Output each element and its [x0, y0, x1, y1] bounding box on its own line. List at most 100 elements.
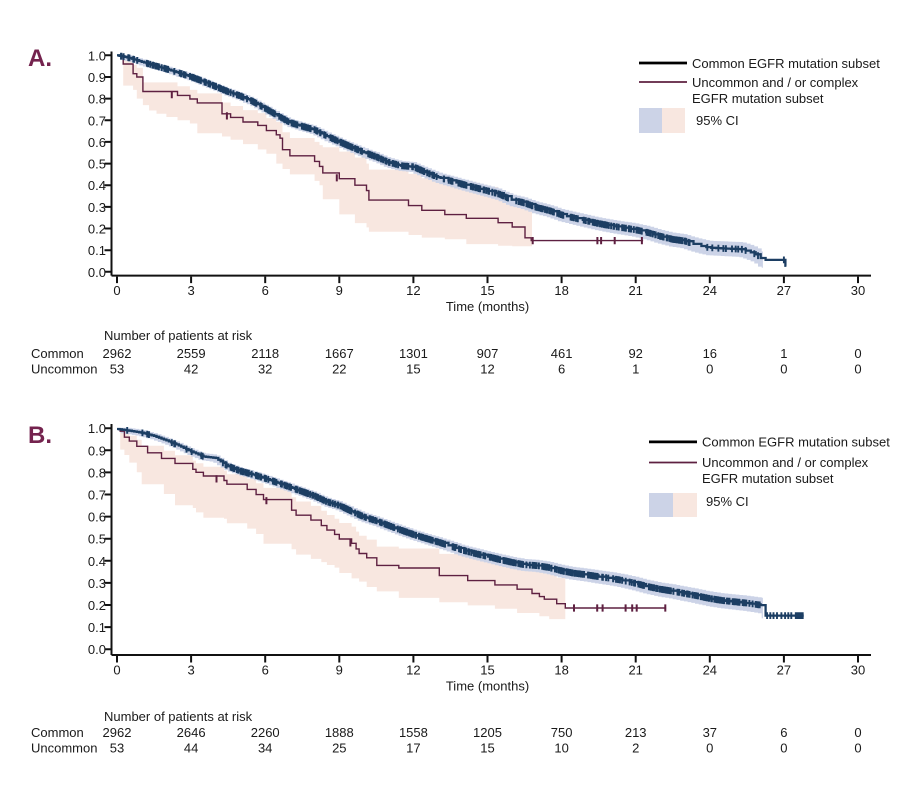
- svg-text:0.7: 0.7: [88, 113, 106, 128]
- svg-text:A.: A.: [28, 45, 52, 72]
- svg-text:Number of patients at risk: Number of patients at risk: [104, 328, 253, 343]
- svg-text:2118: 2118: [251, 346, 279, 361]
- svg-text:0.0: 0.0: [88, 265, 106, 280]
- svg-text:Uncommon: Uncommon: [31, 741, 97, 756]
- svg-text:0.1: 0.1: [88, 243, 106, 258]
- svg-text:EGFR mutation subset: EGFR mutation subset: [702, 471, 834, 486]
- svg-text:Time (months): Time (months): [446, 299, 529, 314]
- svg-text:6: 6: [262, 283, 269, 298]
- svg-text:1: 1: [632, 362, 639, 377]
- svg-text:2559: 2559: [177, 346, 206, 361]
- svg-text:16: 16: [703, 346, 717, 361]
- svg-text:750: 750: [551, 725, 573, 740]
- svg-text:1.0: 1.0: [88, 421, 106, 436]
- svg-text:0: 0: [706, 741, 713, 756]
- svg-text:12: 12: [406, 663, 420, 678]
- svg-text:0.2: 0.2: [88, 222, 106, 237]
- svg-text:37: 37: [703, 725, 717, 740]
- svg-text:0: 0: [854, 725, 861, 740]
- svg-text:Uncommon and / or complex: Uncommon and / or complex: [692, 75, 859, 90]
- svg-text:0.4: 0.4: [88, 554, 106, 569]
- svg-text:0: 0: [854, 362, 861, 377]
- svg-text:3: 3: [187, 663, 194, 678]
- svg-text:2962: 2962: [103, 725, 132, 740]
- svg-text:27: 27: [777, 663, 791, 678]
- svg-text:0: 0: [113, 663, 120, 678]
- svg-text:Uncommon and / or complex: Uncommon and / or complex: [702, 455, 869, 470]
- svg-text:24: 24: [703, 663, 717, 678]
- svg-text:92: 92: [628, 346, 642, 361]
- svg-text:1301: 1301: [399, 346, 428, 361]
- svg-text:15: 15: [480, 741, 494, 756]
- svg-text:0.3: 0.3: [88, 576, 106, 591]
- svg-text:Time (months): Time (months): [446, 679, 529, 694]
- svg-text:53: 53: [110, 741, 124, 756]
- svg-text:0: 0: [780, 362, 787, 377]
- svg-text:18: 18: [554, 283, 568, 298]
- svg-text:0.5: 0.5: [88, 532, 106, 547]
- svg-text:30: 30: [851, 283, 865, 298]
- svg-text:Common: Common: [31, 725, 84, 740]
- svg-text:24: 24: [703, 283, 717, 298]
- svg-text:0.6: 0.6: [88, 135, 106, 150]
- svg-text:1: 1: [780, 346, 787, 361]
- svg-text:95% CI: 95% CI: [706, 494, 749, 509]
- svg-text:0: 0: [113, 283, 120, 298]
- svg-text:0.6: 0.6: [88, 510, 106, 525]
- svg-text:1.0: 1.0: [88, 48, 106, 63]
- svg-text:42: 42: [184, 362, 198, 377]
- svg-text:Number of patients at risk: Number of patients at risk: [104, 709, 253, 724]
- svg-text:18: 18: [554, 663, 568, 678]
- svg-text:6: 6: [780, 725, 787, 740]
- svg-text:27: 27: [777, 283, 791, 298]
- svg-text:6: 6: [558, 362, 565, 377]
- svg-text:461: 461: [551, 346, 573, 361]
- svg-text:0.1: 0.1: [88, 620, 106, 635]
- svg-text:0.2: 0.2: [88, 598, 106, 613]
- svg-text:1888: 1888: [325, 725, 354, 740]
- svg-text:2646: 2646: [177, 725, 206, 740]
- svg-text:213: 213: [625, 725, 647, 740]
- svg-text:9: 9: [336, 663, 343, 678]
- svg-text:9: 9: [336, 283, 343, 298]
- svg-text:21: 21: [628, 663, 642, 678]
- svg-text:0.7: 0.7: [88, 488, 106, 503]
- svg-text:1558: 1558: [399, 725, 428, 740]
- svg-text:53: 53: [110, 362, 124, 377]
- svg-text:6: 6: [262, 663, 269, 678]
- svg-text:0: 0: [854, 741, 861, 756]
- svg-text:2962: 2962: [103, 346, 132, 361]
- svg-text:22: 22: [332, 362, 346, 377]
- svg-text:0.0: 0.0: [88, 642, 106, 657]
- svg-text:0.8: 0.8: [88, 465, 106, 480]
- svg-text:15: 15: [480, 283, 494, 298]
- svg-text:2: 2: [632, 741, 639, 756]
- svg-text:12: 12: [406, 283, 420, 298]
- svg-text:B.: B.: [28, 422, 52, 449]
- svg-text:17: 17: [406, 741, 420, 756]
- svg-text:15: 15: [480, 663, 494, 678]
- svg-text:0.9: 0.9: [88, 70, 106, 85]
- svg-text:EGFR mutation subset: EGFR mutation subset: [692, 91, 824, 106]
- svg-text:0.4: 0.4: [88, 178, 106, 193]
- svg-text:44: 44: [184, 741, 198, 756]
- svg-text:0.8: 0.8: [88, 92, 106, 107]
- svg-text:21: 21: [628, 283, 642, 298]
- svg-text:0: 0: [780, 741, 787, 756]
- svg-text:1205: 1205: [473, 725, 502, 740]
- svg-text:1667: 1667: [325, 346, 354, 361]
- svg-text:10: 10: [554, 741, 568, 756]
- svg-text:95% CI: 95% CI: [696, 113, 739, 128]
- svg-text:30: 30: [851, 663, 865, 678]
- svg-text:3: 3: [187, 283, 194, 298]
- svg-text:34: 34: [258, 741, 272, 756]
- svg-text:Common EGFR mutation subset: Common EGFR mutation subset: [692, 56, 880, 71]
- svg-text:Uncommon: Uncommon: [31, 362, 97, 377]
- svg-text:907: 907: [477, 346, 499, 361]
- svg-text:12: 12: [480, 362, 494, 377]
- svg-text:0.9: 0.9: [88, 443, 106, 458]
- svg-text:Common: Common: [31, 346, 84, 361]
- svg-text:2260: 2260: [251, 725, 280, 740]
- svg-text:25: 25: [332, 741, 346, 756]
- svg-text:0.3: 0.3: [88, 200, 106, 215]
